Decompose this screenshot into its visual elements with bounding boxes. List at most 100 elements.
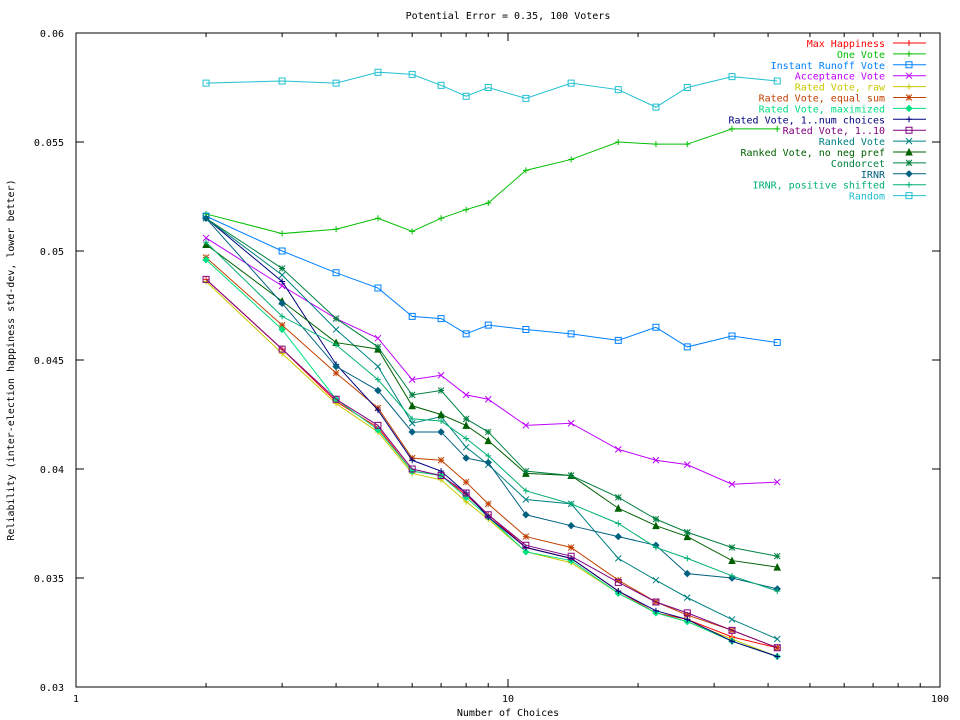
legend-label: Condorcet [831, 159, 885, 170]
data-point [279, 230, 286, 237]
legend-label: Ranked Vote [819, 137, 885, 148]
data-point [567, 330, 575, 338]
data-point [614, 532, 622, 541]
data-point [409, 228, 416, 235]
data-point [374, 363, 382, 370]
data-point [462, 443, 470, 451]
data-point [652, 515, 660, 523]
legend-marker [905, 104, 913, 113]
data-point [652, 598, 660, 606]
data-point [568, 156, 575, 163]
data-point [683, 461, 691, 468]
data-point [773, 339, 781, 347]
series-random [202, 68, 781, 111]
legend-marker [906, 83, 912, 90]
data-point [614, 86, 622, 94]
data-point [728, 638, 735, 645]
data-point [408, 312, 416, 320]
data-point [437, 410, 445, 418]
data-point [408, 391, 416, 399]
data-point [728, 125, 735, 132]
data-point [683, 609, 691, 617]
data-point [652, 141, 659, 148]
legend-label: Rated Vote, equal sum [759, 94, 885, 105]
series-line [205, 278, 778, 649]
series-line [205, 215, 778, 348]
data-point [683, 611, 691, 619]
data-point [437, 387, 445, 394]
data-point [374, 343, 382, 351]
data-point [774, 653, 781, 660]
series-line [205, 128, 778, 235]
data-point [462, 489, 470, 497]
data-point [728, 556, 736, 565]
x-tick-label: 100 [931, 694, 949, 705]
series-line [206, 71, 778, 108]
series-line [205, 217, 778, 640]
legend-marker [906, 116, 912, 123]
data-point [408, 401, 416, 410]
x-tick-label: 10 [502, 694, 514, 705]
data-point [409, 457, 416, 464]
data-point [408, 465, 416, 473]
data-point [462, 454, 470, 462]
data-point [774, 588, 781, 595]
y-tick-label: 0.06 [40, 29, 64, 40]
data-point [278, 299, 286, 308]
data-point [728, 73, 736, 81]
data-point [773, 644, 781, 652]
data-point [614, 555, 622, 562]
data-point [463, 435, 470, 442]
data-point [278, 325, 286, 334]
data-point [684, 141, 691, 148]
data-point [652, 456, 660, 464]
data-point [332, 79, 340, 87]
data-point [202, 214, 210, 223]
data-point [522, 496, 530, 503]
data-point [279, 350, 286, 357]
data-point [522, 467, 530, 475]
legend-marker [905, 61, 913, 69]
legend-marker [905, 147, 913, 156]
legend-marker [905, 72, 913, 80]
data-point [437, 428, 445, 436]
data-point [773, 77, 781, 85]
data-point [773, 562, 782, 571]
series-acceptance-vote [202, 234, 781, 488]
data-point [279, 278, 286, 285]
data-point [462, 478, 470, 486]
legend-marker [906, 181, 912, 188]
data-point [683, 528, 691, 536]
data-point [278, 345, 286, 353]
data-point [408, 376, 416, 383]
legend-label: One Vote [837, 50, 885, 61]
legend-label: Ranked Vote, no neg pref [741, 148, 886, 159]
legend-marker [905, 126, 913, 134]
series-line [205, 217, 778, 557]
data-point [438, 215, 445, 222]
data-point [278, 271, 286, 279]
data-point [485, 200, 492, 207]
data-point [374, 421, 382, 429]
series-irnr-positive-shifted [203, 239, 781, 595]
data-point [567, 552, 575, 560]
data-point [462, 330, 470, 338]
data-point [522, 533, 530, 540]
data-point [438, 468, 445, 475]
data-point [202, 212, 210, 220]
data-point [773, 635, 781, 643]
y-tick-label: 0.045 [34, 356, 64, 367]
x-axis-label: Number of Choices [457, 708, 559, 719]
data-point [684, 616, 691, 623]
data-point [567, 419, 575, 427]
data-point [484, 84, 492, 91]
data-point [463, 206, 470, 213]
data-point [522, 511, 530, 519]
data-point [683, 343, 691, 351]
data-point [484, 500, 492, 508]
legend-marker [905, 192, 913, 200]
data-point [484, 511, 492, 519]
y-tick-label: 0.04 [40, 465, 64, 476]
data-point [437, 456, 445, 464]
